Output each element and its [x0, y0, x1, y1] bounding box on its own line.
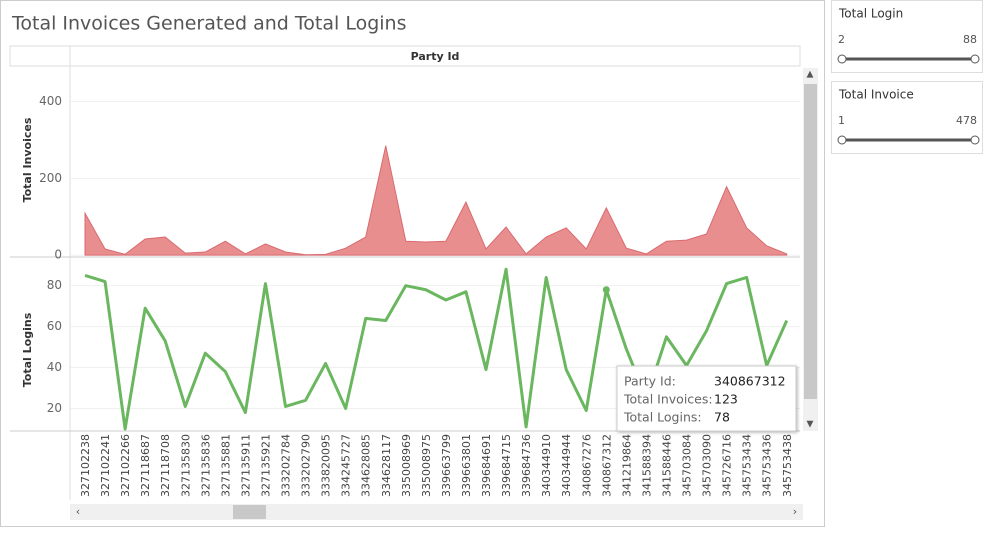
- y-tick-label: 400: [39, 94, 62, 108]
- x-tick-label: 339684736: [520, 434, 533, 497]
- x-tick-label: 340344910: [540, 434, 553, 497]
- x-tick-label: 327135921: [259, 434, 272, 497]
- y-tick-label: 0: [54, 248, 62, 262]
- x-tick-label: 340867312: [600, 434, 613, 497]
- x-tick-label: 345753434: [741, 434, 754, 497]
- h-scroll-thumb[interactable]: [233, 505, 266, 519]
- x-tick-label: 335008969: [400, 434, 413, 497]
- x-labels: 327102238 327102241 327102266 327118687 3271…: [79, 434, 794, 497]
- filter-max: 88: [963, 33, 977, 46]
- scroll-up[interactable]: ▲: [807, 70, 814, 80]
- header-strip: [9, 45, 801, 67]
- v-scroll-thumb[interactable]: [804, 84, 817, 399]
- x-tick-label: 339684715: [500, 434, 513, 497]
- x-tick-label: 345753436: [761, 434, 774, 497]
- x-tick-label: 334245727: [340, 434, 353, 497]
- scroll-left[interactable]: ‹: [76, 505, 80, 518]
- x-tick-label: 339663799: [440, 434, 453, 497]
- y-tick-label: 80: [47, 278, 62, 292]
- x-tick-label: 327102241: [99, 434, 112, 497]
- x-tick-label: 335008975: [420, 434, 433, 497]
- x-tick-label: 327102238: [79, 434, 92, 497]
- x-tick-label: 345726716: [721, 434, 734, 497]
- x-tick-label: 341588394: [640, 434, 653, 497]
- filter-min: 1: [838, 114, 845, 127]
- slider-handle[interactable]: [837, 135, 847, 145]
- x-tick-label: 327135911: [239, 434, 252, 497]
- y-tick-label: 40: [47, 360, 62, 374]
- tooltip-label: Total Logins:: [623, 410, 702, 425]
- x-tick-label: 339663801: [460, 434, 473, 497]
- filter-min: 2: [838, 33, 845, 46]
- y-tick-label: 200: [39, 171, 62, 185]
- x-tick-label: 334628117: [380, 434, 393, 497]
- slider-handle[interactable]: [837, 54, 847, 64]
- x-tick-label: 333202784: [280, 434, 293, 497]
- line: [84, 267, 789, 431]
- filter-max: 478: [956, 114, 977, 127]
- filter-title: Total Login: [838, 7, 903, 21]
- x-tick-label: 333820095: [320, 434, 333, 497]
- filter-title: Total Invoice: [838, 88, 914, 102]
- x-tick-label: 327118687: [139, 434, 152, 497]
- x-tick-label: 341219864: [620, 434, 633, 497]
- y-tick-label: 60: [47, 319, 62, 333]
- x-tick-label: 345753438: [781, 434, 794, 497]
- x-tick-label: 333202790: [300, 434, 313, 497]
- y-axis-title: Total Logins: [21, 312, 34, 387]
- x-tick-label: 340867276: [580, 434, 593, 497]
- dashboard-title: Total Invoices Generated and Total Login…: [11, 13, 406, 35]
- y-tick-label: 20: [47, 401, 62, 415]
- x-tick-label: 327102266: [119, 434, 132, 497]
- scroll-right[interactable]: ›: [793, 505, 797, 518]
- panel: [0, 0, 825, 527]
- x-tick-label: 341588446: [660, 434, 673, 497]
- x-tick-label: 334628085: [360, 434, 373, 497]
- x-axis-title: Party Id: [411, 50, 460, 63]
- y-axis-title: Total Invoices: [21, 117, 34, 202]
- slider-handle[interactable]: [970, 54, 980, 64]
- slider-handle[interactable]: [970, 135, 980, 145]
- tooltip-value: 340867312: [714, 374, 786, 389]
- tooltip-label: Party Id:: [624, 374, 676, 389]
- x-tick-label: 339684691: [480, 434, 493, 497]
- x-tick-label: 345703090: [701, 434, 714, 497]
- x-tick-label: 327118708: [159, 434, 172, 497]
- x-tick-label: 340344944: [560, 434, 573, 497]
- x-tick-label: 327135830: [179, 434, 192, 497]
- scroll-down[interactable]: ▼: [807, 420, 814, 430]
- h-scrollbar[interactable]: [70, 504, 803, 520]
- x-tick-label: 345703084: [681, 434, 694, 497]
- filters: Total Login 2 88 Total Invoice 1 478: [831, 0, 983, 154]
- tooltip-label: Total Invoices:: [623, 392, 713, 407]
- x-tick-label: 327135881: [219, 434, 232, 497]
- area: [84, 145, 788, 256]
- highlight-point: [602, 286, 610, 294]
- tooltip-value: 123: [714, 392, 738, 407]
- tooltip-value: 78: [714, 410, 730, 425]
- x-tick-label: 327135836: [199, 434, 212, 497]
